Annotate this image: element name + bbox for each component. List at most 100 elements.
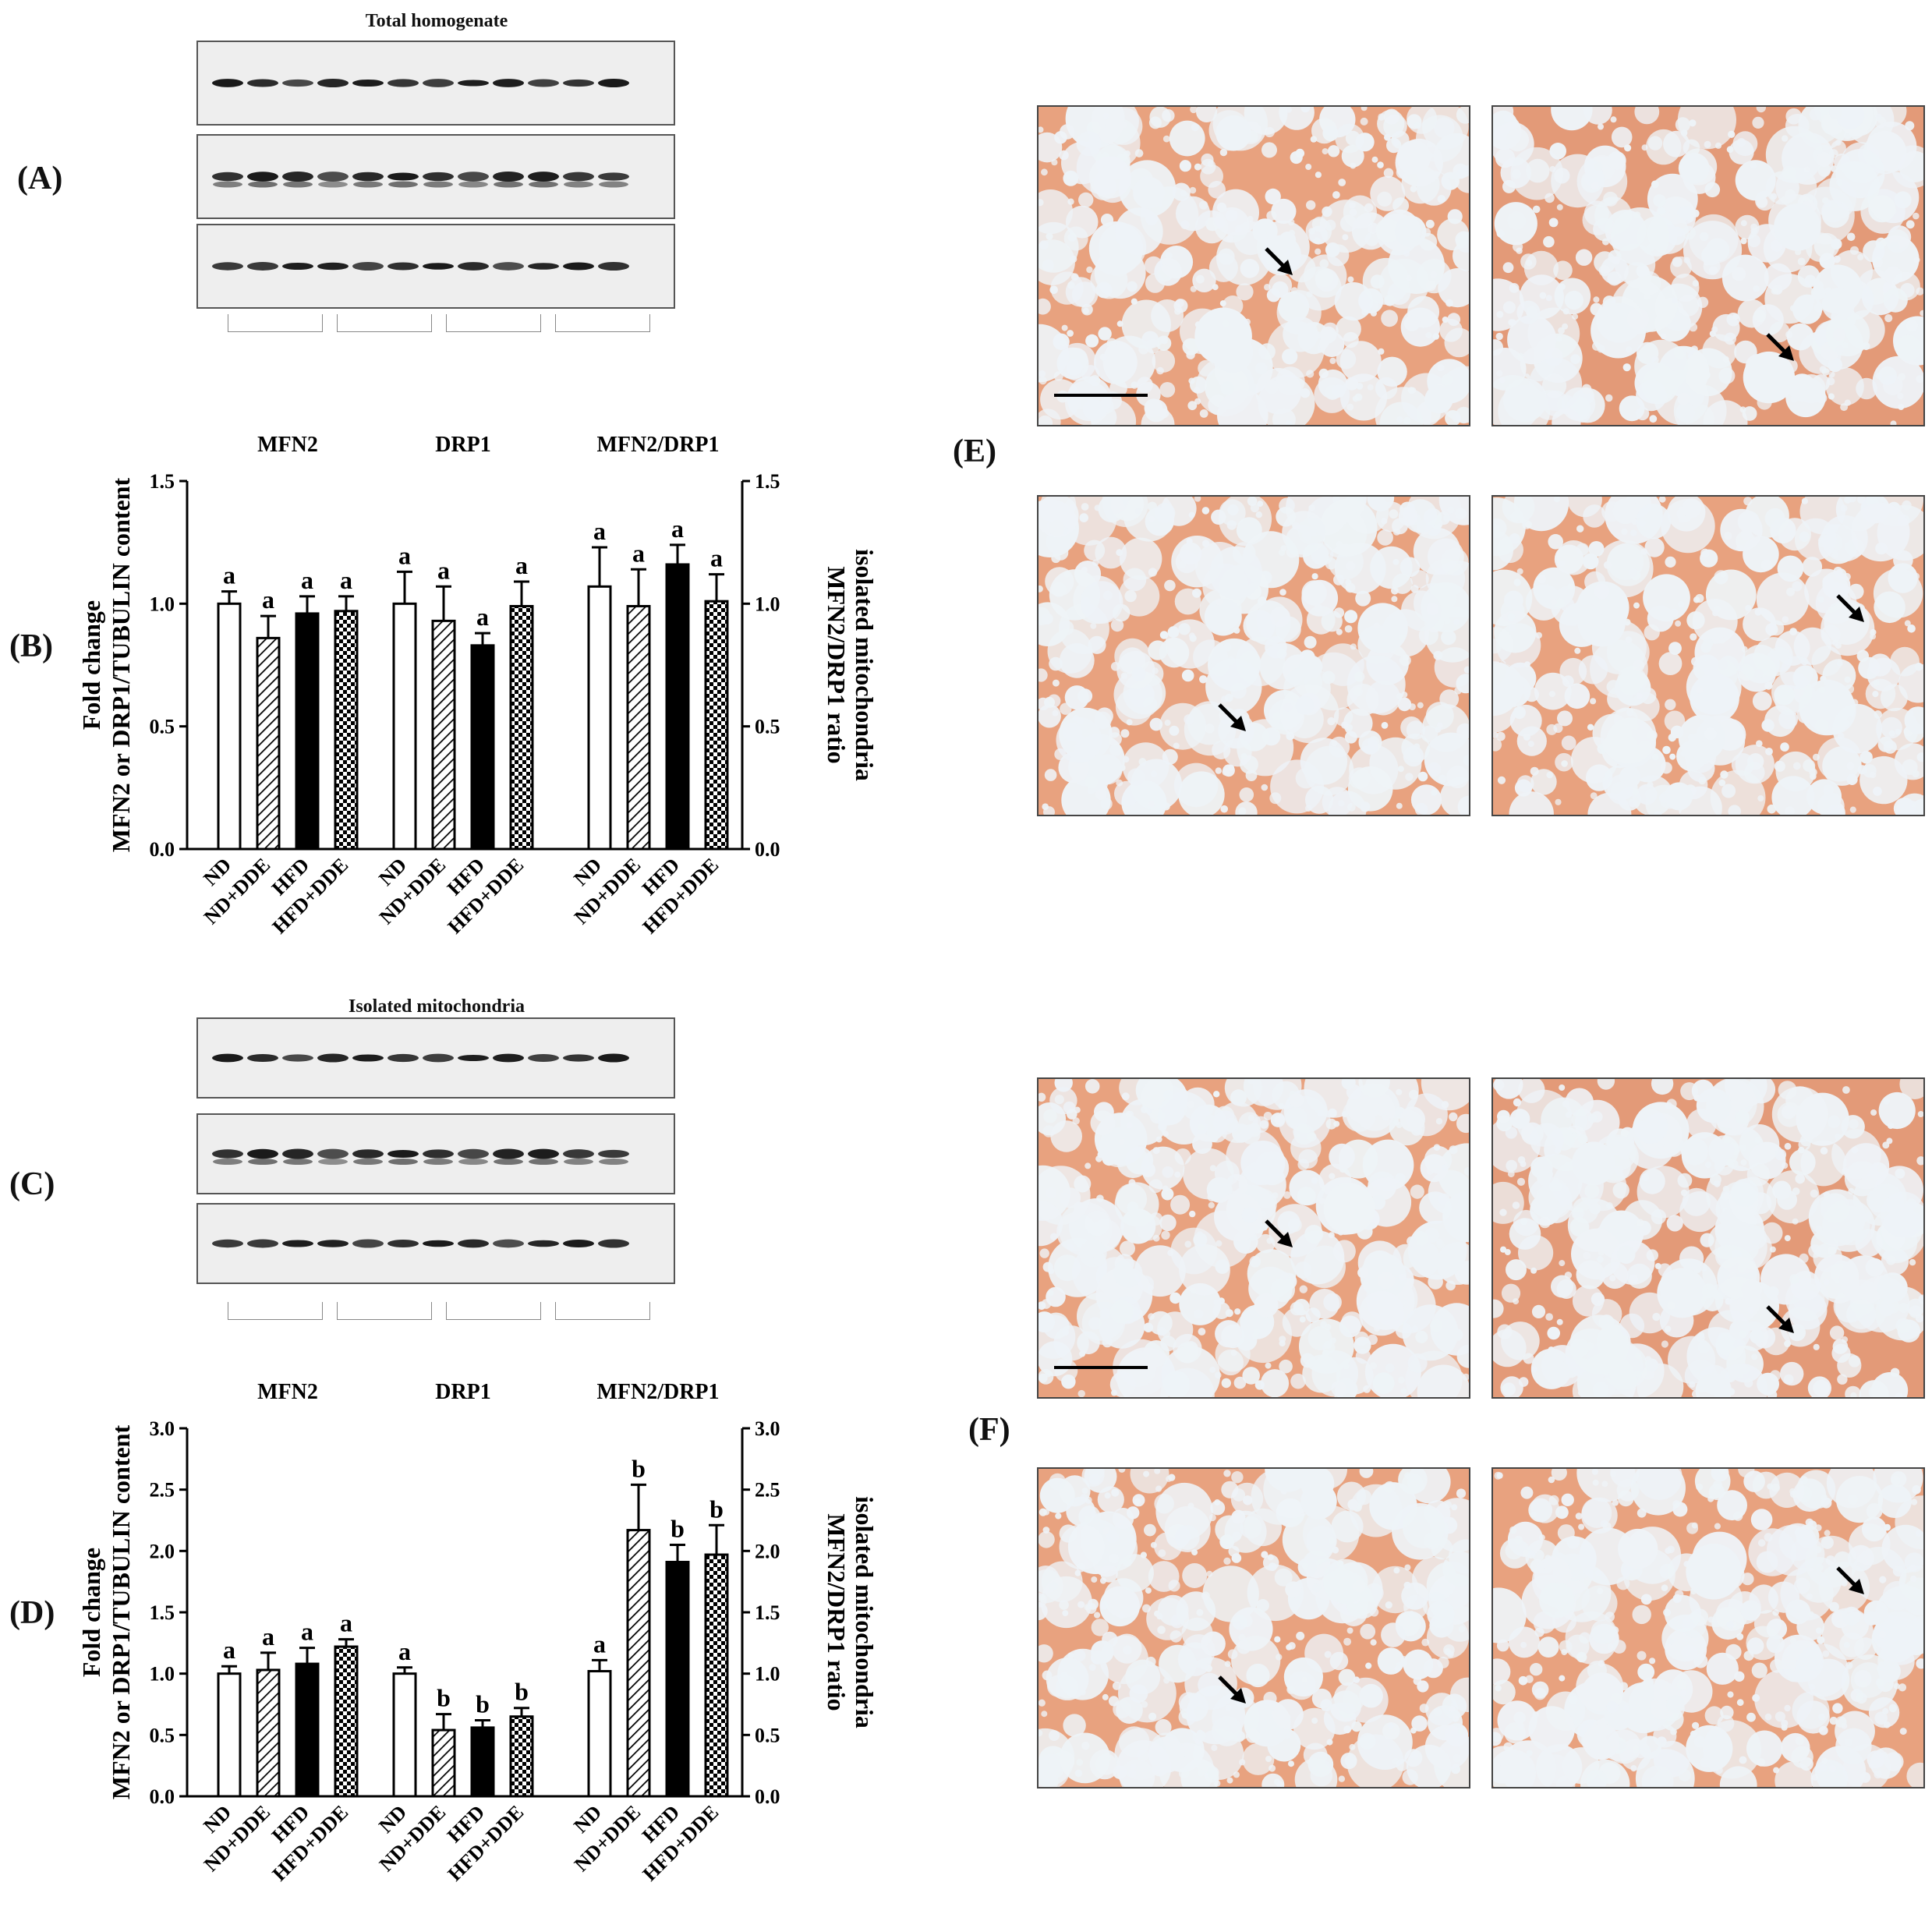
blot-c-band: [528, 1148, 559, 1159]
blot-a-band-lower: [318, 181, 348, 188]
blot-c-band: [458, 1148, 489, 1159]
blot-c-band-lower: [388, 1159, 418, 1165]
blot-c-band: [282, 1054, 313, 1062]
y-tick-label-right: 1.0: [755, 1663, 780, 1686]
blot-a-band-lower: [388, 181, 418, 188]
bar: [256, 636, 281, 851]
blot-a-band: [563, 79, 594, 87]
group-title: MFN2/DRP1: [596, 433, 719, 457]
significance-letter: a: [515, 551, 528, 579]
blot-c-band: [528, 1240, 559, 1247]
blot-a-band: [458, 80, 489, 87]
blot-a-band: [247, 262, 278, 271]
blot-c-band-lower: [458, 1159, 488, 1165]
group-title: DRP1: [435, 1380, 491, 1404]
y-tick-label-left: 3.0: [150, 1417, 175, 1440]
blot-a-band: [212, 79, 243, 87]
blot-c-band: [352, 1149, 384, 1159]
blot-c-band: [317, 1148, 349, 1159]
blot-c-band: [212, 1239, 243, 1248]
blot-c-strip-mfn2: [196, 1017, 675, 1099]
arrow-icon: [1265, 247, 1293, 275]
blot-c-band-lower: [423, 1159, 453, 1165]
blot-c-band: [423, 1053, 454, 1063]
y-tick-label-left: 1.0: [150, 593, 175, 615]
blot-a-band: [423, 263, 454, 270]
lipid-vacuoles: [1039, 497, 1469, 815]
bar: [295, 1662, 320, 1798]
f-micrograph: [1037, 1467, 1470, 1788]
blot-c-band: [212, 1053, 243, 1063]
blot-a-bands-tubulin: [212, 262, 629, 271]
group-title: MFN2/DRP1: [596, 1380, 719, 1404]
y-axis-label-left: Fold change: [77, 600, 105, 730]
y-tick-label-left: 1.5: [150, 470, 175, 493]
bar: [431, 1728, 456, 1798]
blot-c-band: [598, 1149, 629, 1159]
blot-c-band: [317, 1053, 349, 1063]
blot-a-band: [458, 262, 489, 271]
blot-c-strip-drp1: [196, 1113, 675, 1194]
y-axis-label-right: MFN2/DRP1 ratio: [823, 566, 851, 763]
blot-a-band: [563, 262, 594, 271]
blot-a-band: [563, 172, 594, 182]
bar: [392, 602, 417, 851]
significance-letter: a: [398, 1637, 411, 1665]
blot-a-band: [317, 172, 349, 182]
y-tick-label-right: 1.0: [755, 593, 780, 615]
blot-c-band-lower: [494, 1159, 523, 1165]
significance-letter: a: [671, 515, 684, 543]
lipid-vacuoles: [1039, 1079, 1469, 1397]
bar: [704, 1553, 729, 1798]
blot-a-band-lower: [564, 181, 593, 188]
blot-c-band: [563, 1149, 594, 1159]
panel-a-label: (A): [17, 161, 63, 196]
blot-c-band-lower: [318, 1159, 348, 1165]
blot-c-band: [247, 1053, 278, 1063]
blot-a-band-lower: [494, 181, 523, 188]
arrow-icon: [1265, 1219, 1293, 1247]
blot-c-band: [387, 1053, 419, 1063]
blot-a-band: [352, 172, 384, 182]
significance-letter: a: [593, 1629, 606, 1658]
blot-a-band: [493, 172, 524, 182]
blot-a-band: [282, 172, 313, 182]
blot-a-band: [598, 172, 629, 181]
y-tick-label-right: 3.0: [755, 1417, 780, 1440]
arrow-icon: [1766, 1305, 1794, 1333]
blot-c-band: [212, 1149, 243, 1159]
lipid-vacuoles: [1039, 1469, 1469, 1787]
blot-c-band: [563, 1239, 594, 1248]
blot-a-band: [423, 172, 454, 182]
panel-f-label: (F): [968, 1412, 1010, 1448]
significance-letter: b: [632, 1454, 646, 1482]
blot-a-strip-tubulin: [196, 224, 675, 309]
arrow-icon: [1218, 1675, 1246, 1704]
significance-letter: b: [671, 1514, 685, 1542]
chart-d: 0.0 0.0 0.5 0.5 1.0 1.0 1.5 1.5 2.0 2.0 2.5 2.5 3.0 3…: [77, 1380, 879, 1885]
blot-a-band: [493, 79, 524, 87]
bar: [470, 1726, 495, 1798]
group-title: DRP1: [435, 433, 491, 457]
bar: [334, 610, 359, 851]
f-micrograph: [1037, 1077, 1470, 1399]
y-tick-label-left: 0.5: [150, 1724, 175, 1746]
blot-c-band: [282, 1240, 313, 1247]
blot-c-strip-tubulin: [196, 1203, 675, 1284]
blot-a-band-lower: [248, 181, 278, 188]
e-micrograph: [1037, 495, 1470, 816]
panel-b-label: (B): [9, 628, 53, 664]
arrow-icon: [1836, 1566, 1864, 1594]
blot-a-group-bracket: [337, 314, 432, 332]
blot-c-band: [458, 1239, 489, 1248]
y-tick-label-left: 0.0: [150, 838, 175, 861]
panel-e-label: (E): [953, 433, 996, 469]
blot-a-band-lower: [529, 181, 558, 188]
blot-a-group-bracket: [228, 314, 323, 332]
e-micrograph: [1491, 105, 1925, 426]
bar: [587, 1670, 612, 1798]
blot-a-band: [493, 262, 524, 271]
bar: [626, 1529, 651, 1798]
e-micrograph: [1037, 105, 1470, 426]
y-axis-label-left: MFN2 or DRP1/TUBULIN content: [107, 478, 135, 853]
